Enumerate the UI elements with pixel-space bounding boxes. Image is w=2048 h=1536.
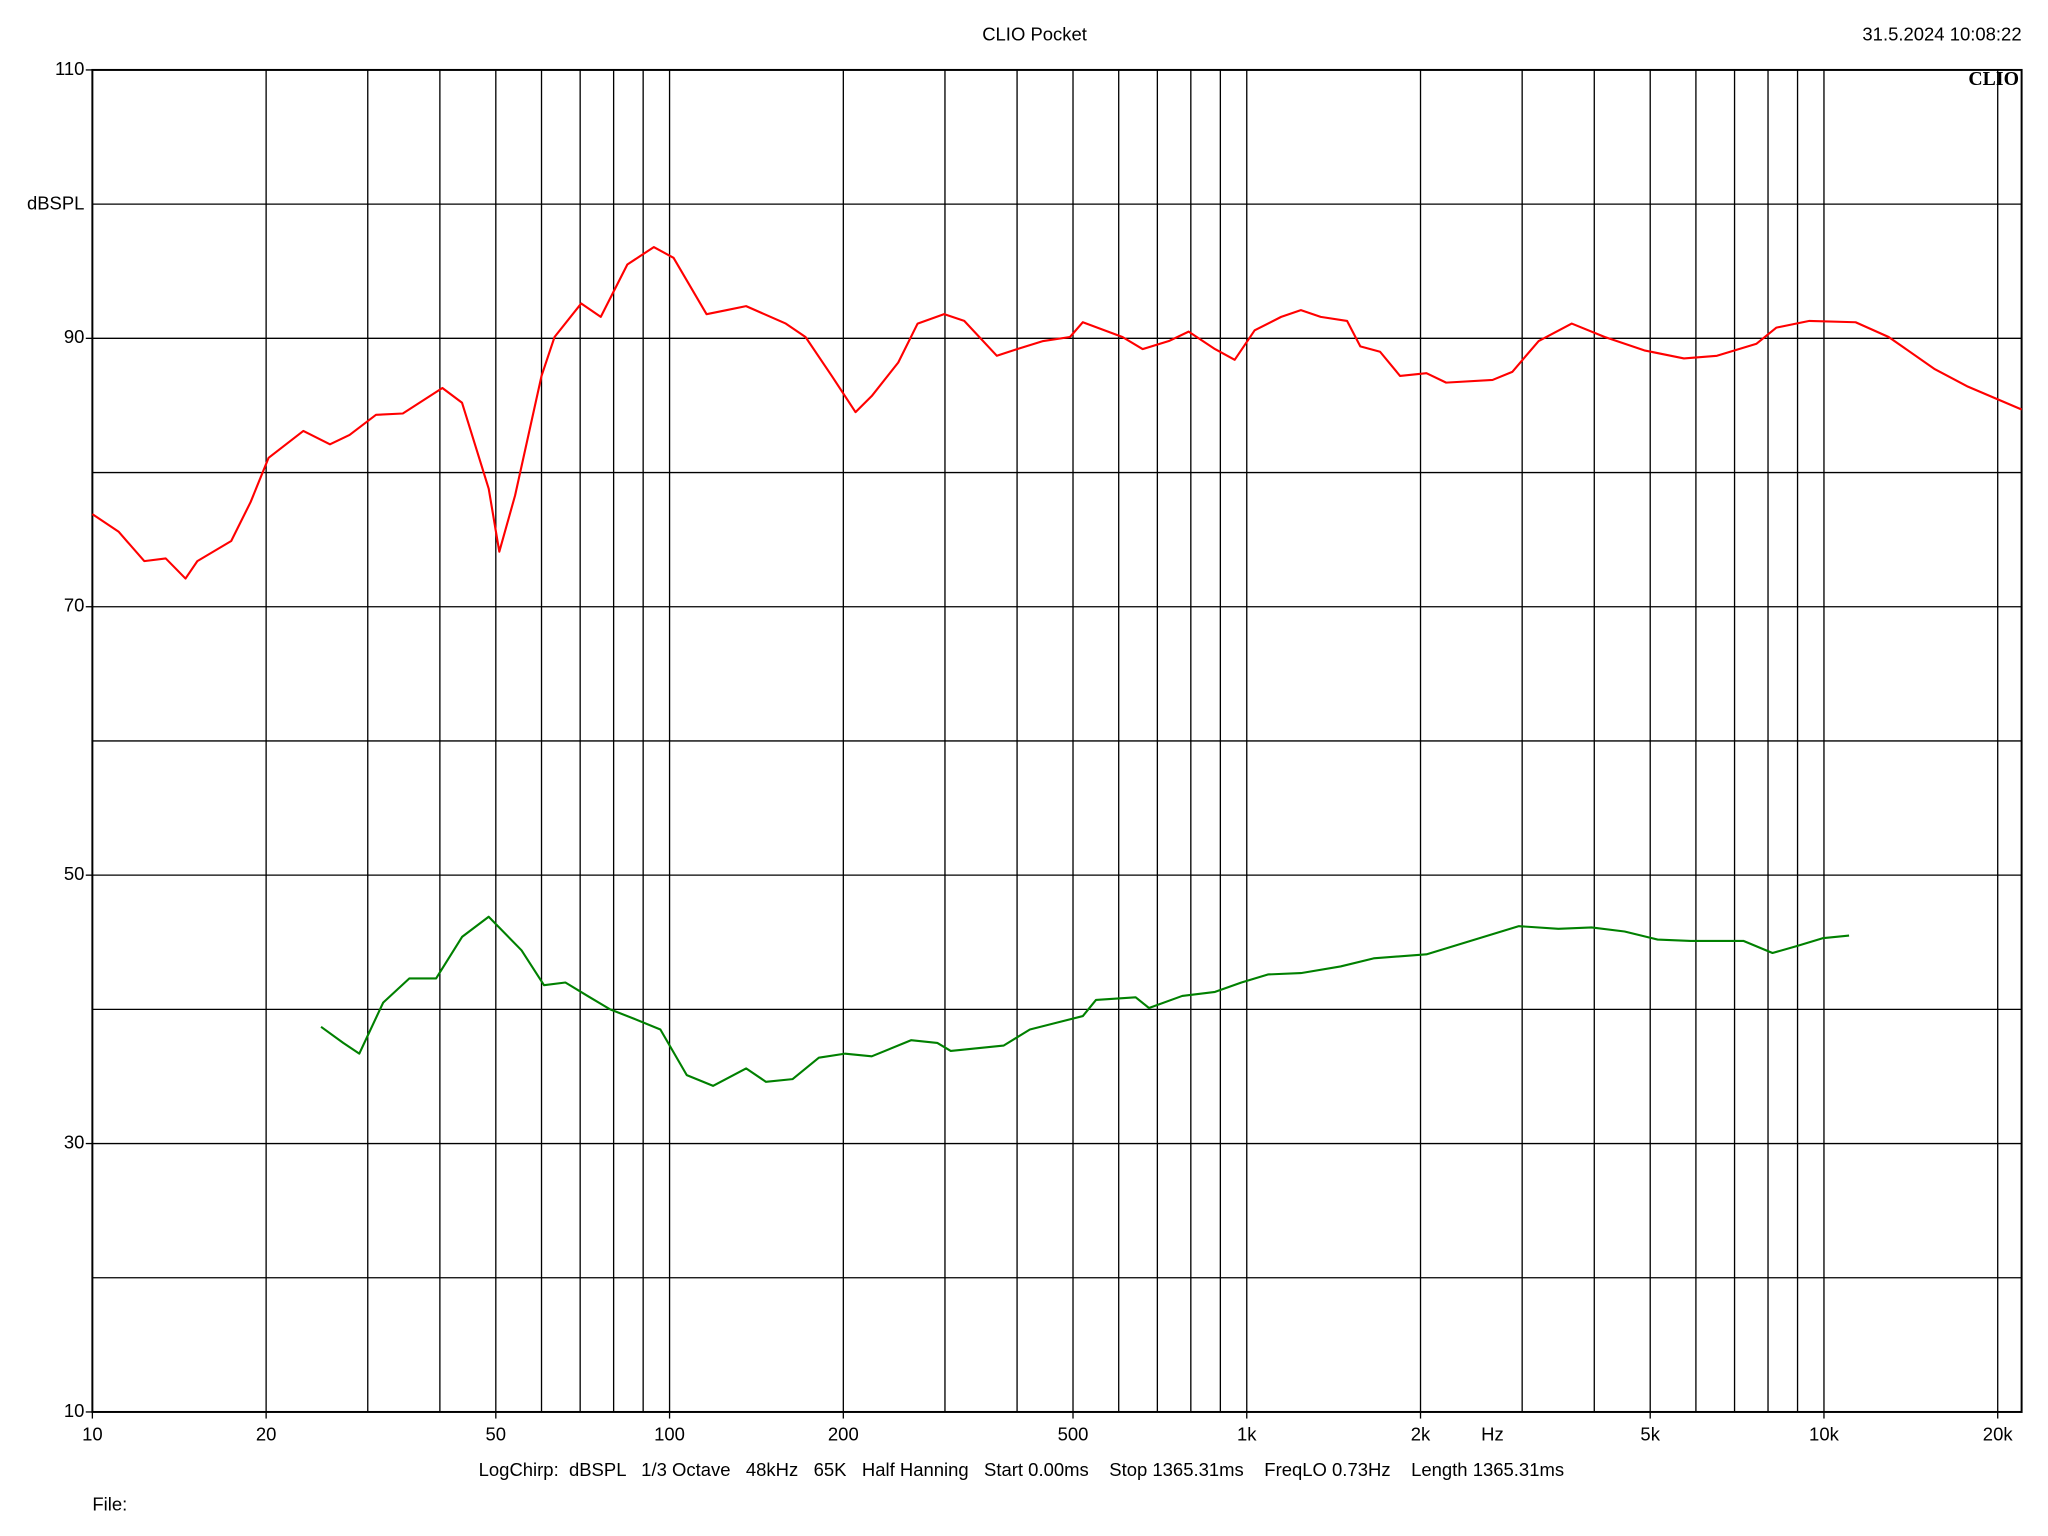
x-tick-label: 50 [486,1424,507,1445]
y-tick-label: 70 [64,595,85,616]
measurement-info: LogChirp: dBSPL 1/3 Octave 48kHz 65K Hal… [479,1459,1564,1480]
logo: CLIO [1968,68,2019,90]
plot-area: 10 20 50 100 200 500 1k 2k 5k 10k 20k 10 30 50 70 90 110 [55,58,2023,1445]
timestamp: 31.5.2024 10:08:22 [1862,24,2021,45]
x-tick-label: 2k [1411,1424,1431,1445]
x-tick-label: 20 [256,1424,277,1445]
y-tick-label: 90 [64,326,85,347]
x-tick-label: 5k [1640,1424,1660,1445]
x-axis-label: Hz [1481,1424,1504,1445]
x-tick-label: 10 [82,1424,103,1445]
x-tick-label: 100 [654,1424,685,1445]
response-curve [320,915,1850,1087]
x-tick-label: 500 [1058,1424,1089,1445]
chart-title: CLIO Pocket [982,24,1087,45]
y-axis-label: dBSPL [27,192,85,213]
x-tick-label: 10k [1809,1424,1840,1445]
x-tick-label: 20k [1983,1424,2014,1445]
x-tick-label: 200 [828,1424,859,1445]
y-tick-label: 30 [64,1131,85,1152]
plot-frame [91,68,2023,1413]
x-tick-label: 1k [1237,1424,1257,1445]
response-curve [91,246,2023,580]
y-tick-label: 50 [64,863,85,884]
y-tick-label: 10 [64,1400,85,1421]
y-tick-label: 110 [55,58,84,79]
file-label: File: [92,1494,127,1515]
